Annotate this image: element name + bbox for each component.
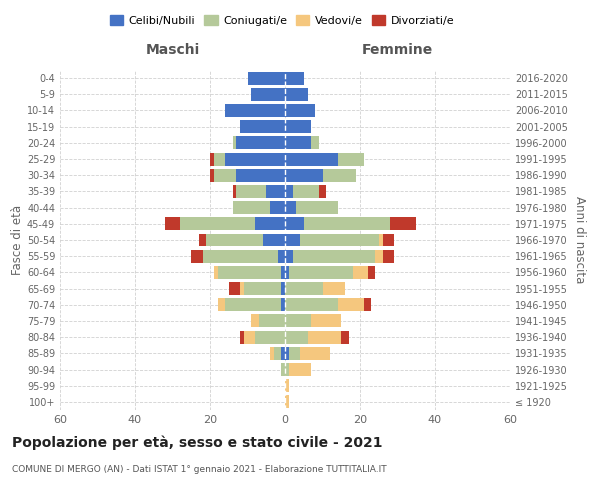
Bar	[285, 314, 311, 328]
Text: Popolazione per età, sesso e stato civile - 2021: Popolazione per età, sesso e stato civil…	[12, 435, 383, 450]
Bar	[180, 218, 255, 230]
Bar	[285, 250, 293, 262]
Bar	[225, 104, 285, 117]
Bar	[285, 104, 315, 117]
Bar	[281, 347, 285, 360]
Bar	[285, 120, 311, 133]
Bar	[296, 201, 337, 214]
Bar	[281, 266, 285, 279]
Bar	[281, 298, 285, 311]
Bar	[285, 347, 289, 360]
Bar	[285, 298, 337, 311]
Bar	[233, 136, 236, 149]
Bar	[263, 234, 285, 246]
Bar	[240, 120, 285, 133]
Bar	[367, 266, 375, 279]
Bar	[270, 347, 274, 360]
Bar	[289, 363, 311, 376]
Bar	[285, 266, 289, 279]
Bar	[285, 152, 337, 166]
Bar	[379, 234, 383, 246]
Bar	[274, 347, 281, 360]
Bar	[240, 330, 244, 344]
Bar	[281, 282, 285, 295]
Bar	[244, 330, 255, 344]
Bar	[251, 314, 259, 328]
Text: Femmine: Femmine	[362, 43, 433, 57]
Bar	[311, 314, 341, 328]
Bar	[300, 234, 379, 246]
Bar	[285, 136, 311, 149]
Legend: Celibi/Nubili, Coniugati/e, Vedovi/e, Divorziati/e: Celibi/Nubili, Coniugati/e, Vedovi/e, Di…	[106, 10, 458, 30]
Bar	[218, 298, 225, 311]
Bar	[308, 330, 341, 344]
Bar	[214, 169, 236, 181]
Bar	[240, 282, 244, 295]
Bar	[285, 396, 289, 408]
Bar	[236, 169, 285, 181]
Bar	[323, 169, 356, 181]
Bar	[285, 363, 289, 376]
Bar	[337, 298, 364, 311]
Bar	[266, 185, 285, 198]
Bar	[341, 330, 349, 344]
Bar	[277, 250, 285, 262]
Bar	[214, 152, 225, 166]
Bar	[244, 282, 281, 295]
Bar	[225, 152, 285, 166]
Bar	[285, 234, 300, 246]
Bar	[285, 379, 289, 392]
Bar	[285, 330, 308, 344]
Bar	[285, 72, 304, 85]
Bar	[375, 250, 383, 262]
Bar	[233, 201, 270, 214]
Bar	[203, 250, 277, 262]
Bar	[285, 201, 296, 214]
Bar	[390, 218, 416, 230]
Bar	[255, 218, 285, 230]
Bar	[285, 88, 308, 101]
Y-axis label: Fasce di età: Fasce di età	[11, 205, 24, 275]
Bar	[337, 152, 364, 166]
Bar	[323, 282, 345, 295]
Bar	[199, 234, 206, 246]
Bar	[214, 266, 218, 279]
Text: COMUNE DI MERGO (AN) - Dati ISTAT 1° gennaio 2021 - Elaborazione TUTTITALIA.IT: COMUNE DI MERGO (AN) - Dati ISTAT 1° gen…	[12, 465, 386, 474]
Bar	[289, 266, 353, 279]
Bar	[311, 136, 319, 149]
Bar	[206, 234, 263, 246]
Bar	[165, 218, 180, 230]
Bar	[285, 282, 323, 295]
Bar	[259, 314, 285, 328]
Bar	[270, 201, 285, 214]
Bar	[364, 298, 371, 311]
Bar	[248, 72, 285, 85]
Bar	[285, 218, 304, 230]
Bar	[289, 347, 300, 360]
Bar	[353, 266, 367, 279]
Bar	[304, 218, 390, 230]
Y-axis label: Anni di nascita: Anni di nascita	[573, 196, 586, 284]
Bar	[255, 330, 285, 344]
Bar	[210, 152, 214, 166]
Bar	[300, 347, 330, 360]
Bar	[285, 185, 293, 198]
Bar	[383, 234, 394, 246]
Bar	[218, 266, 281, 279]
Bar	[293, 185, 319, 198]
Bar	[210, 169, 214, 181]
Bar	[319, 185, 326, 198]
Bar	[281, 363, 285, 376]
Bar	[191, 250, 203, 262]
Bar	[233, 185, 236, 198]
Bar	[225, 298, 281, 311]
Bar	[236, 136, 285, 149]
Bar	[251, 88, 285, 101]
Bar	[229, 282, 240, 295]
Text: Maschi: Maschi	[145, 43, 200, 57]
Bar	[236, 185, 266, 198]
Bar	[293, 250, 375, 262]
Bar	[383, 250, 394, 262]
Bar	[285, 169, 323, 181]
